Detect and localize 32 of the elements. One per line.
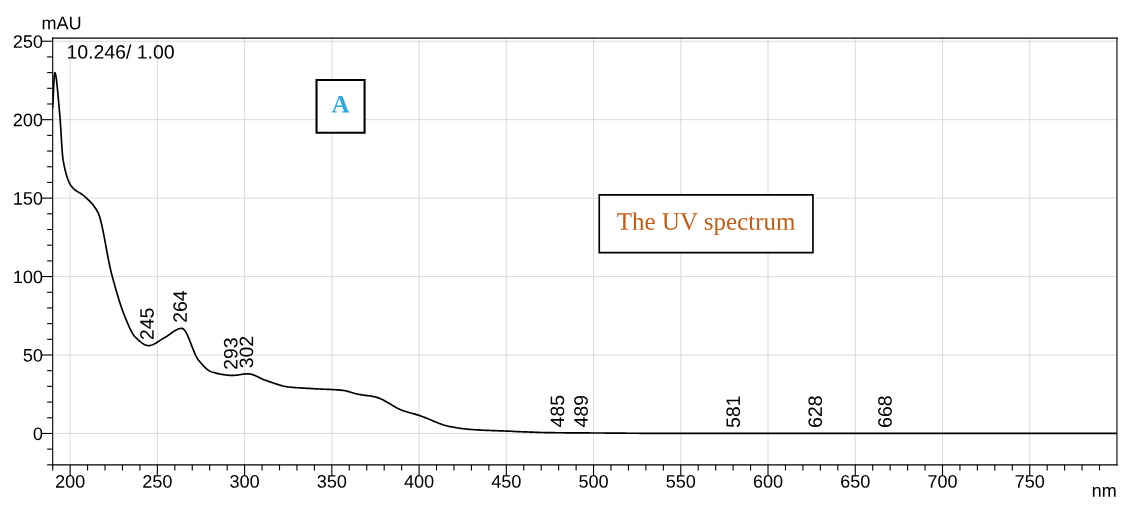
x-tick-label: 350	[317, 475, 347, 488]
y-tick-label: 50	[23, 348, 43, 362]
annotation: 581	[726, 396, 741, 428]
annotation: 485	[550, 395, 565, 427]
x-tick-label: 500	[579, 475, 608, 488]
x-tick-label: 200	[55, 475, 85, 488]
y-tick-label: 100	[14, 270, 43, 284]
annotation: 489	[574, 395, 588, 427]
x-axis-title: nm	[1092, 486, 1116, 497]
annotation: 302	[239, 336, 254, 368]
x-tick-label: 450	[491, 475, 521, 488]
annotation: The UV spectrum	[617, 212, 796, 236]
x-tick-label: 600	[753, 475, 783, 488]
y-tick-label: 0	[33, 427, 43, 441]
annotation: 628	[808, 396, 823, 427]
annotation: 245	[140, 308, 154, 340]
x-tick-label: 300	[230, 475, 259, 488]
y-tick-label: 250	[13, 35, 43, 48]
x-tick-label: 400	[404, 475, 434, 488]
x-tick-label: 650	[841, 475, 870, 488]
x-tick-label: 700	[928, 475, 957, 488]
x-tick-label: 750	[1015, 475, 1045, 488]
y-axis-title: mAU	[42, 16, 81, 30]
y-tick-label: 150	[14, 192, 43, 205]
annotation: 668	[878, 396, 892, 427]
x-tick-label: 550	[666, 475, 696, 488]
y-tick-label: 200	[13, 113, 43, 127]
annotation: 293	[223, 338, 238, 369]
annotation: A	[331, 95, 350, 113]
annotation: 264	[173, 290, 188, 322]
x-tick-label: 250	[143, 475, 172, 488]
annotation: 10.246/ 1.00	[68, 44, 174, 59]
